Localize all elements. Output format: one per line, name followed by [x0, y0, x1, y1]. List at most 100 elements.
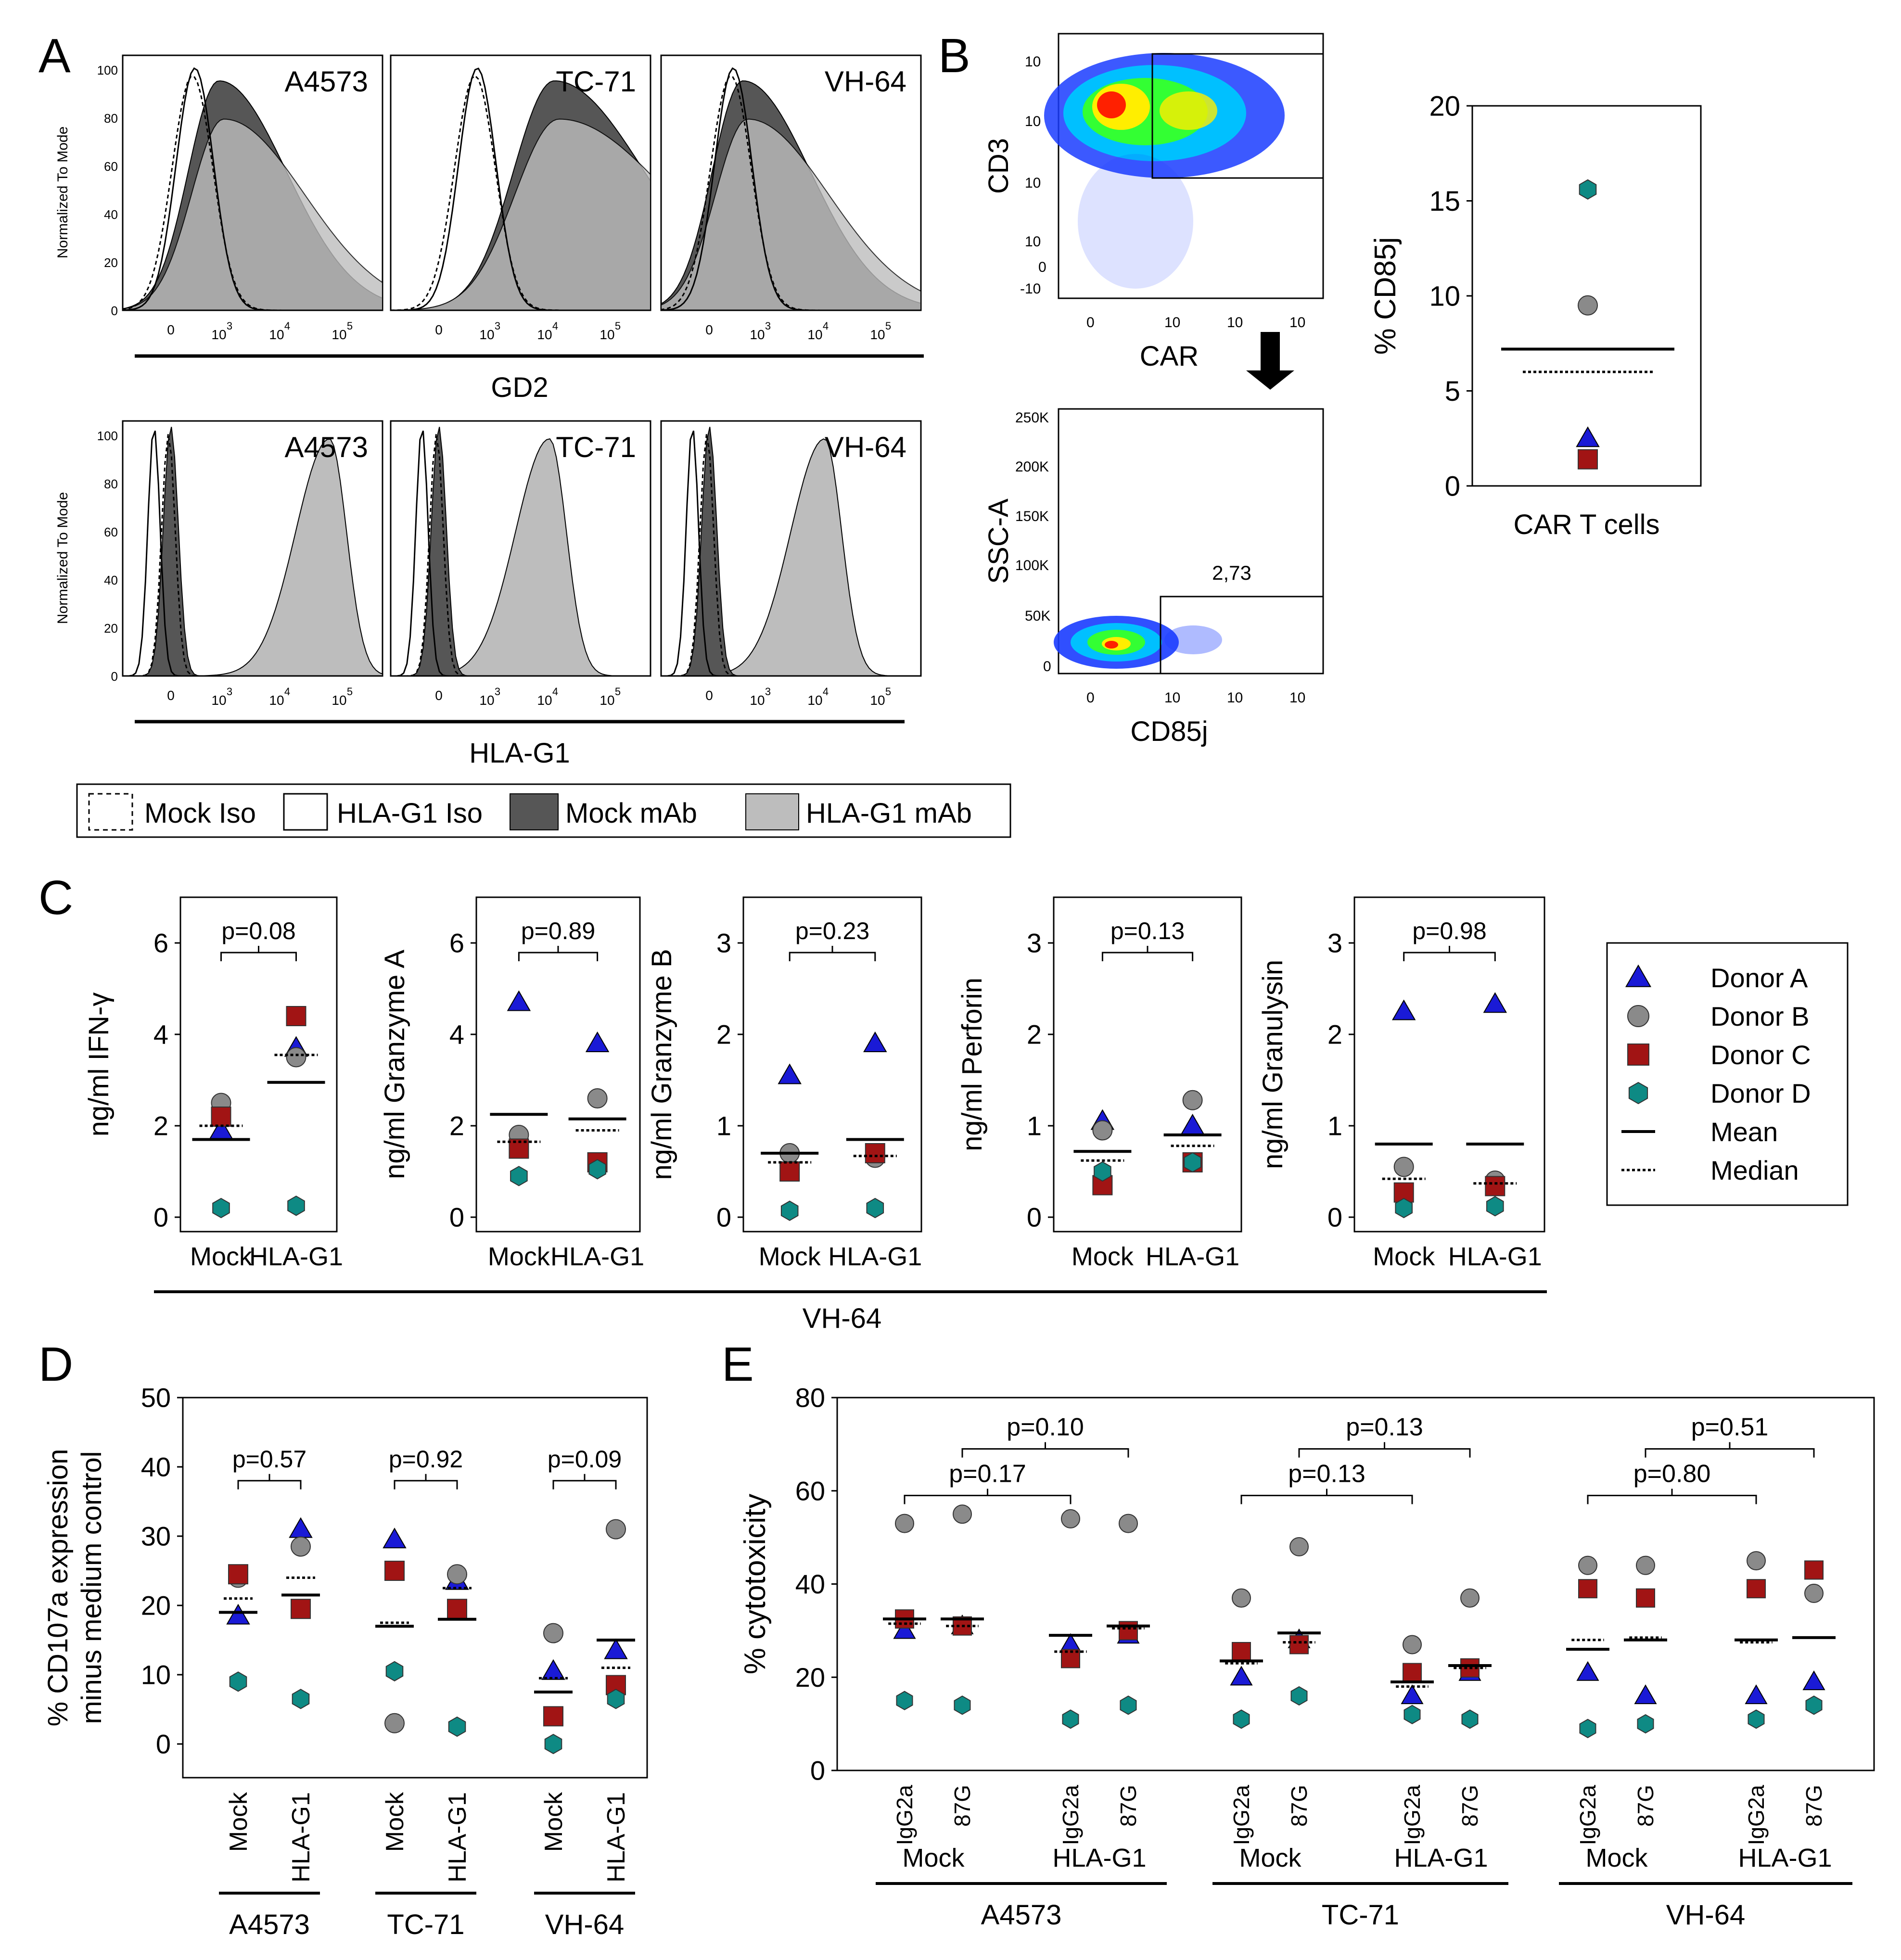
category-label: Mock [225, 1792, 253, 1852]
x-tick-label: 10 [537, 693, 552, 708]
dot2-ytick: 200K [1015, 459, 1049, 475]
cytokine-chart-1: 0 2 4 6 ng/ml Granzyme A Mock HLA-G1 p=0.89 [379, 896, 644, 1271]
donor-b-point [587, 1088, 608, 1108]
cytotoxicity-chart: 0 20 40 60 80 % cytotoxicity IgG2a 87G IgG2a 87G I… [739, 1383, 1875, 1931]
y-tick-label: 100 [97, 63, 118, 77]
x-tick-label: 10 [211, 327, 226, 342]
donor-d-point [1637, 1714, 1654, 1734]
p-value: p=0.98 [1412, 917, 1486, 944]
category-label: HLA-G1 [1448, 1242, 1542, 1271]
donor-c-point [1119, 1621, 1138, 1641]
panel-b: CD3 CAR 10 10 10 10 0 -10 0 10 10 10 2,7… [983, 33, 1324, 747]
donor-a-point [585, 1031, 610, 1052]
y-tick-label: 60 [795, 1476, 825, 1506]
y-tick-label: 0 [1327, 1202, 1342, 1233]
y-tick-label: 0 [810, 1756, 825, 1786]
y-axis-label: ng/ml Granzyme A [379, 950, 410, 1179]
y-axis-label: ng/ml Granulysin [1257, 960, 1289, 1169]
cell-line-label: VH-64 [825, 65, 906, 98]
significance-bracket [904, 1489, 1072, 1504]
donor-c-point [1289, 1635, 1309, 1655]
donor-c-point [1578, 449, 1598, 470]
donor-b-point [895, 1514, 914, 1533]
y-tick-label: 2 [1027, 1019, 1042, 1050]
x-tick-label: 0 [435, 688, 443, 703]
subgroup-label: Mock [1239, 1844, 1301, 1872]
donor-b-point [1578, 1555, 1597, 1575]
donor-d-point [896, 1691, 913, 1710]
mock-iso-histogram [391, 433, 651, 677]
y-axis-label: % CD85j [1369, 237, 1402, 355]
x-tick-label: 0 [435, 322, 443, 337]
x-tick-label: 10 [332, 693, 346, 708]
x-tick-label: 4 [823, 686, 829, 698]
y-tick-label: 4 [153, 1019, 168, 1050]
legend-median-label: Median [1710, 1155, 1799, 1185]
dot2-xtick: 10 [1227, 690, 1243, 706]
category-label: IgG2a [892, 1785, 917, 1845]
legend-swatch-mock-mab [510, 793, 559, 830]
donor-d-point [287, 1196, 305, 1216]
significance-bracket [1240, 1489, 1413, 1504]
p-value: p=0.13 [1288, 1460, 1365, 1488]
dotplot-cd85j-density [1054, 616, 1222, 669]
hla-g1-mab-histogram [122, 118, 383, 311]
legend-label-mock-mab: Mock mAb [565, 798, 697, 829]
category-label: IgG2a [1400, 1785, 1425, 1845]
donor-d-point [1395, 1197, 1413, 1219]
y-tick-label: 10 [1429, 280, 1460, 312]
dot2-yticks: 0 50K 100K 150K 200K 250K [1015, 410, 1051, 675]
donor-a-point [1483, 992, 1507, 1013]
dot1-ytick: 10 [1025, 234, 1041, 250]
donor-b-point [1092, 1120, 1113, 1141]
category-label: HLA-G1 [602, 1792, 630, 1883]
x-tick-label: 10 [600, 693, 614, 708]
y-tick-label: 40 [104, 207, 118, 222]
cd85j-gate [1160, 596, 1323, 674]
y-tick-label: 20 [104, 255, 118, 270]
category-label: HLA-G1 [444, 1792, 472, 1883]
subgroup-label: Mock [1585, 1844, 1648, 1872]
category-label: IgG2a [1575, 1785, 1600, 1845]
donor-a-point [541, 1659, 565, 1680]
dot2-xtick: 10 [1289, 690, 1305, 706]
x-tick-label: 3 [227, 320, 232, 332]
cytokine-chart-3: 0 1 2 3 ng/ml Perforin Mock HLA-G1 p=0.13 [957, 896, 1242, 1271]
donor-d-point [1094, 1161, 1111, 1182]
y-tick-label: 30 [141, 1521, 171, 1552]
donor-b-point [1804, 1583, 1824, 1603]
donor-a-point [383, 1527, 407, 1549]
donor-d-point [866, 1197, 884, 1219]
p-value: p=0.57 [232, 1446, 306, 1473]
donor-d-point [1805, 1695, 1823, 1715]
donor-c-point [779, 1161, 800, 1182]
donor-b-point [1578, 295, 1598, 316]
donor-b-point [384, 1713, 405, 1733]
p-value: p=0.13 [1346, 1413, 1423, 1441]
donor-c-point [1578, 1579, 1597, 1599]
subgroup-label: HLA-G1 [1394, 1844, 1488, 1872]
donor-c-point [286, 1006, 306, 1026]
group-label: VH-64 [545, 1909, 624, 1940]
y-tick-label: 3 [1327, 928, 1342, 958]
dot1-ytick: 10 [1025, 175, 1041, 191]
hla-g1-mab-histogram [661, 118, 921, 311]
p-value: p=0.92 [389, 1446, 463, 1473]
dot2-ytick: 250K [1015, 410, 1049, 426]
y-tick-label: 2 [1327, 1019, 1342, 1050]
x-tick-label: 4 [284, 686, 290, 698]
vh64-group-label: VH-64 [803, 1303, 881, 1334]
y-tick-label: 0 [716, 1202, 731, 1233]
mock-iso-histogram [661, 433, 921, 677]
hla-g1-mab-histogram [390, 118, 651, 311]
x-tick-label: 0 [705, 322, 713, 337]
y-axis-label: % cytotoxicity [739, 1494, 772, 1675]
donor-a-point [1391, 999, 1416, 1020]
significance-bracket [1101, 946, 1194, 961]
significance-bracket [394, 1474, 458, 1489]
y-tick-label: 4 [449, 1019, 464, 1050]
x-tick-label: 10 [807, 327, 822, 342]
donor-a-point [1576, 426, 1600, 447]
